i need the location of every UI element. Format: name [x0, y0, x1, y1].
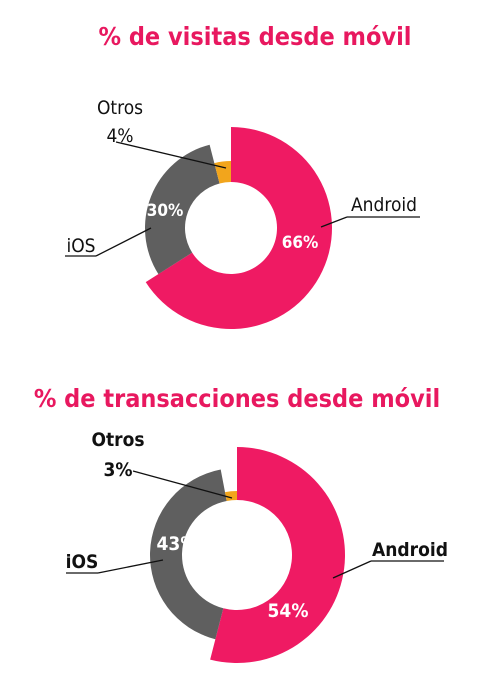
- leader-otros-transactions: [132, 470, 233, 499]
- leader-android-transactions: [332, 560, 372, 579]
- category-label-android-transactions: Android: [372, 539, 448, 561]
- value-label-ios-transactions: 43%: [157, 533, 198, 555]
- donut-visits: [145, 127, 333, 330]
- value-label-otros-visits: 4%: [106, 125, 133, 147]
- chart-visits: % de visitas desde móvil Otros 4% Androi…: [65, 22, 420, 330]
- slice-ios-visits: [145, 144, 220, 275]
- category-label-android-visits: Android: [351, 194, 417, 216]
- leader-otros-visits: [115, 141, 227, 169]
- chart-title-transactions: % de transacciones desde móvil: [34, 384, 440, 413]
- leader-ios-transactions: [97, 559, 164, 574]
- value-label-otros-transactions: 3%: [103, 459, 132, 481]
- category-label-otros-visits: Otros: [97, 97, 143, 119]
- category-label-ios-transactions: iOS: [66, 551, 99, 573]
- value-label-ios-visits: 30%: [147, 201, 184, 221]
- category-label-otros-transactions: Otros: [91, 429, 144, 451]
- slice-android-transactions: [210, 447, 345, 663]
- category-label-ios-visits: iOS: [66, 235, 95, 257]
- chart-transactions: % de transacciones desde móvil Otros 3% …: [34, 384, 448, 663]
- leader-ios-visits: [95, 227, 152, 257]
- leader-android-visits: [320, 216, 348, 228]
- value-label-android-visits: 66%: [282, 233, 319, 253]
- slice-otros-transactions: [225, 491, 237, 501]
- value-label-android-transactions: 54%: [268, 600, 309, 622]
- donut-transactions: [150, 447, 345, 663]
- chart-title-visits: % de visitas desde móvil: [98, 22, 411, 51]
- slice-ios-transactions: [150, 469, 227, 640]
- slice-android-visits: [145, 127, 333, 330]
